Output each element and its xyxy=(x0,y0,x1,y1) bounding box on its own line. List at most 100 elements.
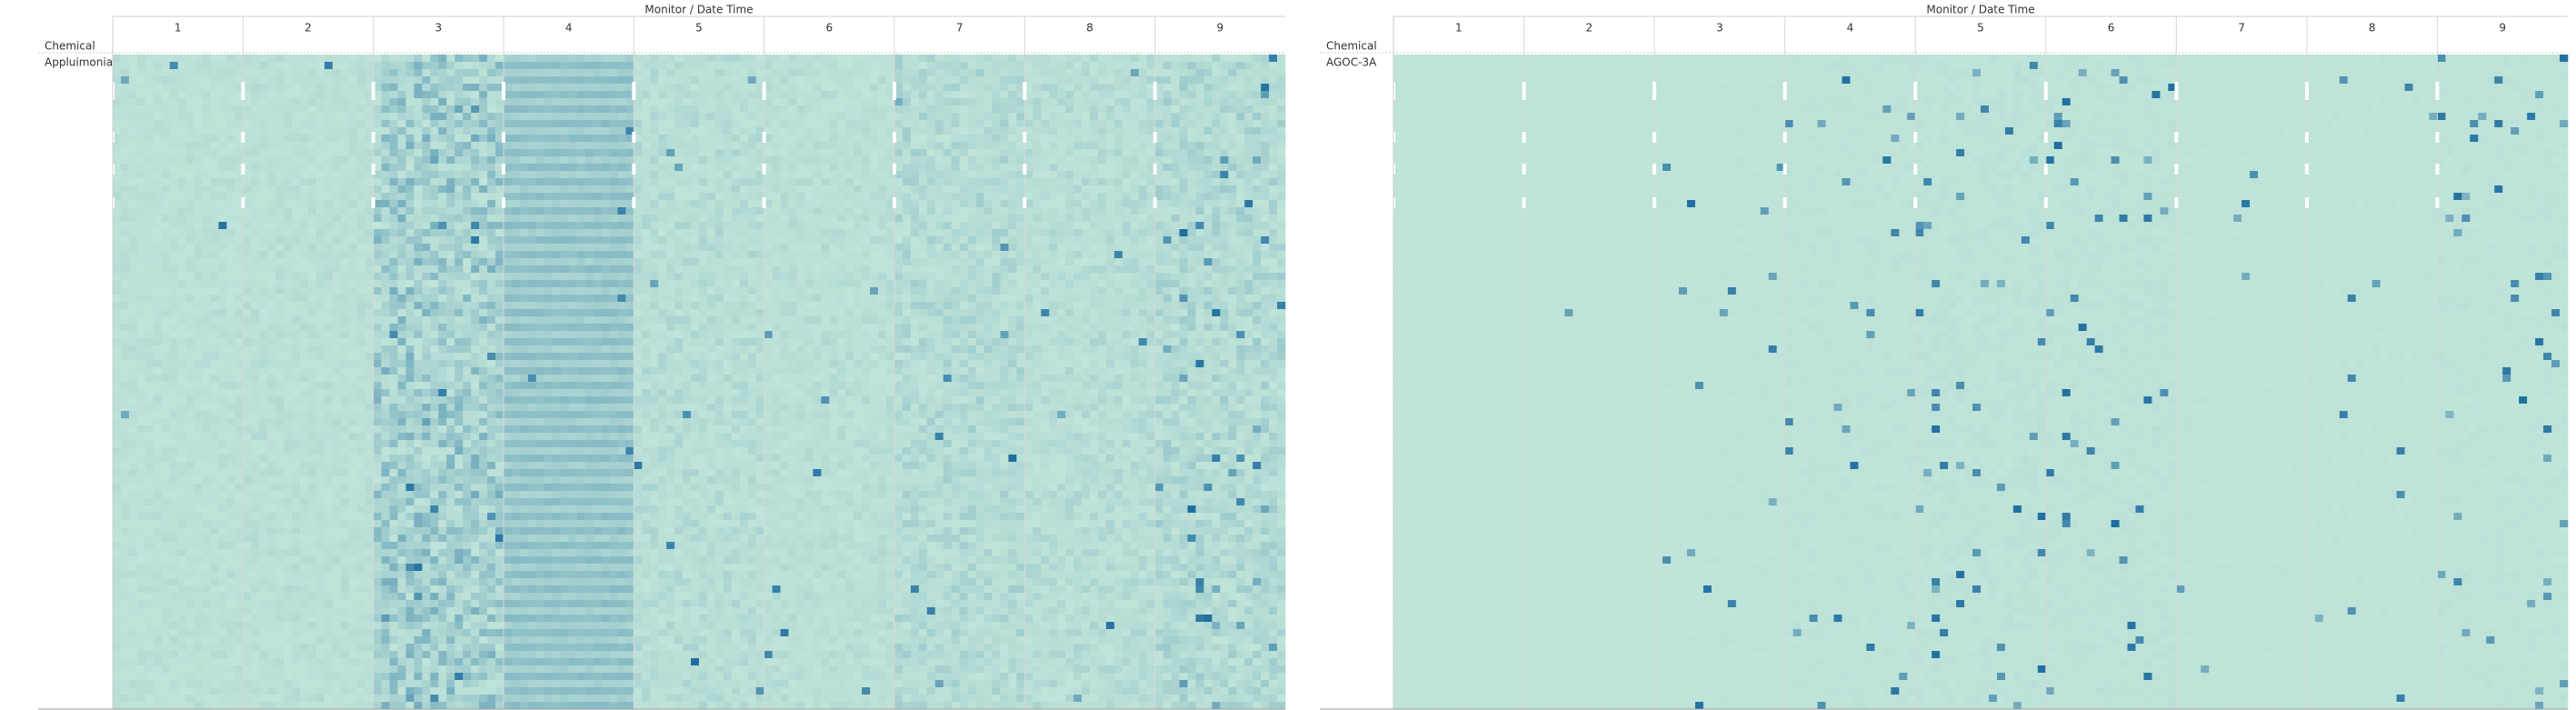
heat-cell xyxy=(454,207,464,215)
heat-cell xyxy=(226,556,235,565)
heat-cell xyxy=(609,316,618,325)
heat-cell xyxy=(226,447,235,455)
heat-cell xyxy=(128,76,138,85)
heat-cell xyxy=(210,622,219,630)
heat-cell xyxy=(251,178,260,186)
heat-cell xyxy=(300,651,309,659)
heat-cell xyxy=(397,258,406,266)
heat-cell xyxy=(161,302,171,310)
heat-cell xyxy=(446,382,455,390)
heat-cell xyxy=(315,418,325,426)
heat-cell xyxy=(422,636,431,645)
heat-cell xyxy=(259,396,268,405)
heat-cell xyxy=(389,629,398,637)
heat-cell xyxy=(292,200,301,208)
heat-cell xyxy=(177,185,186,194)
heat-cell xyxy=(177,229,186,237)
heat-cell xyxy=(511,251,521,259)
heat-cell xyxy=(210,287,219,295)
heat-cell xyxy=(169,156,178,165)
heat-cell xyxy=(504,360,513,368)
heat-cell xyxy=(300,389,309,397)
heat-cell xyxy=(340,360,350,368)
heat-cell xyxy=(422,396,431,405)
heat-cell xyxy=(259,302,268,310)
heat-cell xyxy=(381,665,390,674)
heat-cell xyxy=(463,171,472,179)
heat-cell xyxy=(471,316,480,325)
heat-cell xyxy=(381,164,390,172)
heat-cell xyxy=(300,615,309,623)
heat-cell xyxy=(438,629,447,637)
heat-cell xyxy=(405,549,414,557)
heat-cell xyxy=(552,345,562,354)
heat-cell xyxy=(153,324,163,332)
heat-cell xyxy=(430,564,439,572)
heat-cell xyxy=(430,673,439,681)
heat-cell xyxy=(389,360,398,368)
heat-cell xyxy=(495,695,504,703)
heat-cell xyxy=(487,171,496,179)
heat-cell xyxy=(487,98,496,106)
heat-cell xyxy=(202,76,211,85)
heat-cell xyxy=(568,91,577,99)
heat-cell xyxy=(568,105,577,114)
heat-cell xyxy=(136,338,146,346)
heat-cell xyxy=(576,345,585,354)
heat-cell xyxy=(113,142,122,150)
heat-cell xyxy=(405,527,414,535)
heat-cell xyxy=(373,411,382,419)
heat-cell xyxy=(422,287,431,295)
heat-cell xyxy=(430,687,439,695)
heat-cell xyxy=(145,615,155,623)
heat-cell xyxy=(202,258,211,266)
heat-cell xyxy=(397,680,406,688)
heat-cell xyxy=(113,556,122,565)
heat-cell xyxy=(479,607,488,615)
heat-cell xyxy=(161,200,171,208)
heat-cell xyxy=(128,324,138,332)
heat-cell xyxy=(356,418,366,426)
heat-cell xyxy=(348,513,358,521)
heat-cell xyxy=(275,469,285,477)
heat-cell xyxy=(584,215,594,223)
heat-cell xyxy=(479,527,488,535)
heat-cell xyxy=(593,280,602,288)
heat-cell xyxy=(292,535,301,543)
heat-cell xyxy=(479,360,488,368)
heat-cell xyxy=(430,527,439,535)
heat-cell xyxy=(259,222,268,230)
heat-cell xyxy=(177,571,186,579)
heat-cell xyxy=(185,295,195,303)
heat-cell xyxy=(356,665,366,674)
heat-cell xyxy=(169,571,178,579)
heat-cell xyxy=(284,673,293,681)
heat-cell xyxy=(340,571,350,579)
heat-cell xyxy=(397,302,406,310)
heat-cell xyxy=(177,498,186,506)
heat-cell xyxy=(177,287,186,295)
heat-cell xyxy=(315,91,325,99)
heat-cell xyxy=(300,549,309,557)
heat-cell xyxy=(218,476,227,485)
heat-cell xyxy=(153,127,163,135)
heat-cell xyxy=(332,345,342,354)
heat-cell xyxy=(161,636,171,645)
heat-cell xyxy=(177,309,186,317)
heat-cell xyxy=(356,491,366,499)
heat-cell xyxy=(504,105,513,114)
heat-cell xyxy=(487,476,496,485)
heat-cell xyxy=(381,120,390,128)
heat-cell xyxy=(177,447,186,455)
heat-cell xyxy=(308,520,317,528)
heat-cell xyxy=(243,331,252,339)
heat-cell xyxy=(194,55,203,63)
heat-cell xyxy=(527,171,537,179)
heat-cell xyxy=(332,702,342,710)
heat-cell xyxy=(568,287,577,295)
heat-cell xyxy=(308,687,317,695)
heat-cell xyxy=(113,498,122,506)
heat-cell xyxy=(113,287,122,295)
heat-cell xyxy=(438,360,447,368)
heat-cell xyxy=(593,98,602,106)
